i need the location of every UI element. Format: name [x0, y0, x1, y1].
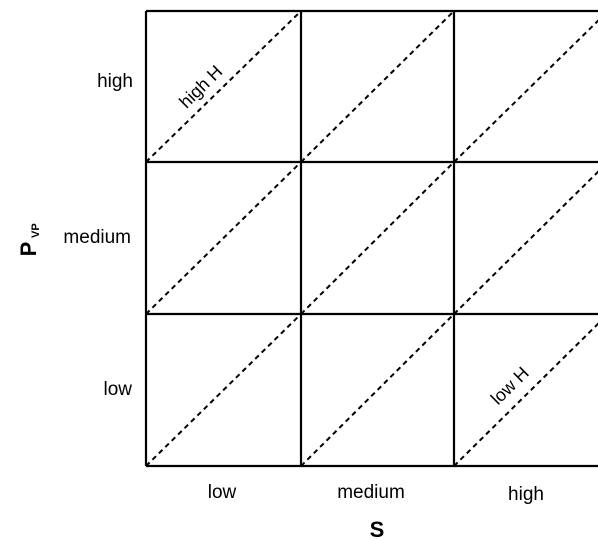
x-tick-low: low [208, 482, 237, 503]
y-axis-title: P VP [16, 223, 42, 256]
y-axis-subscript: VP [30, 223, 42, 238]
diagonal-row-2-col-3 [453, 170, 598, 315]
diagonal-row-1-col-2 [300, 10, 455, 163]
x-axis-label: S [370, 517, 385, 539]
diagonal-row-1-col-3 [453, 19, 598, 163]
x-tick-medium: medium [337, 482, 405, 503]
y-tick-high: high [97, 71, 133, 92]
dashed-diagonals [145, 10, 598, 467]
diagonal-row-2-col-2 [300, 161, 455, 315]
y-tick-medium: medium [63, 227, 131, 248]
diagonal-row-2-col-1 [145, 161, 302, 315]
x-tick-high: high [508, 484, 544, 505]
diagonal-row-1-col-1 [145, 10, 302, 163]
diagonal-row-3-col-3 [453, 322, 598, 467]
y-tick-low: low [103, 379, 132, 400]
low-h-label: low H [487, 363, 533, 409]
y-axis-label: P [16, 242, 41, 257]
grid [144, 9, 598, 468]
diagonal-row-3-col-1 [145, 313, 302, 467]
high-h-label: high H [175, 61, 226, 112]
diagonal-row-3-col-2 [300, 313, 455, 467]
